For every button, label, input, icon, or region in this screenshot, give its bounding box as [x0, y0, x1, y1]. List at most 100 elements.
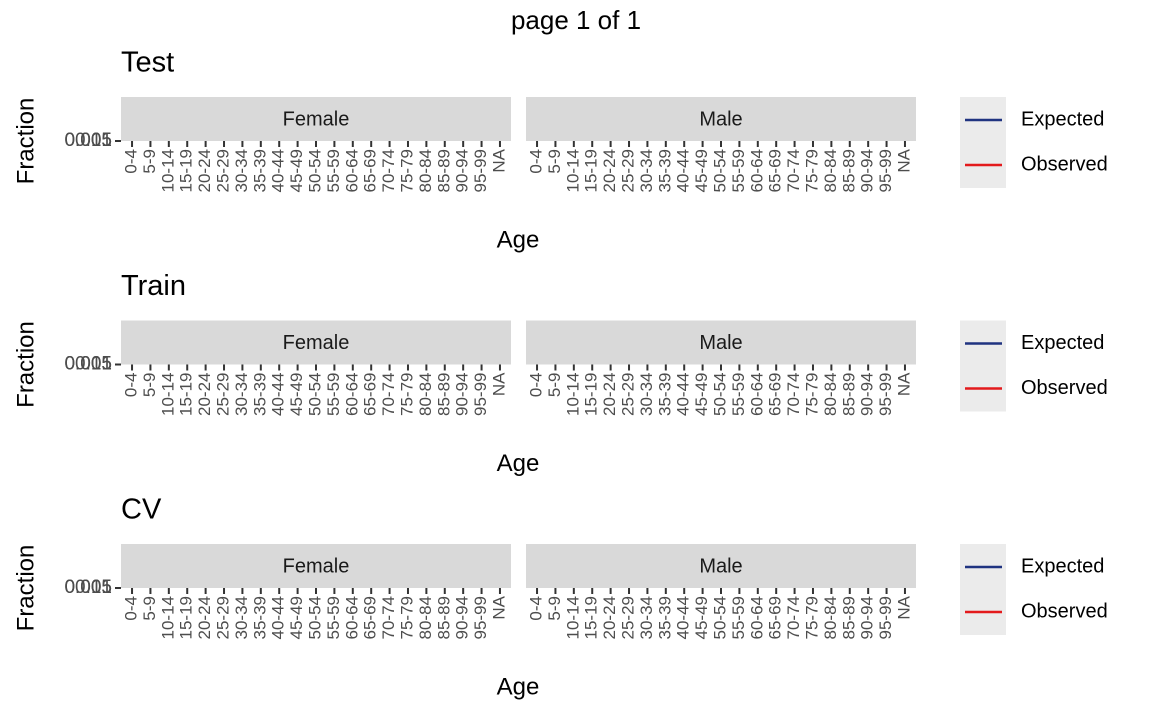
x-tick-label: 30-34	[232, 596, 251, 639]
x-tick-label: 30-34	[637, 149, 656, 192]
x-tick-label: 40-44	[674, 149, 693, 192]
x-tick-label: 70-74	[784, 596, 803, 639]
x-axis-label: Age	[497, 673, 540, 700]
x-tick-label: 60-64	[747, 149, 766, 192]
x-tick-label: 40-44	[674, 373, 693, 416]
x-tick-label: 90-94	[453, 596, 472, 639]
legend-label: Expected	[1021, 332, 1104, 354]
x-tick-label: NA	[489, 595, 508, 619]
legend-keys	[960, 97, 1006, 188]
facet-strip	[121, 544, 511, 588]
x-tick-label: 65-69	[361, 149, 380, 192]
x-tick-label: 5-9	[545, 596, 564, 621]
x-tick-label: 60-64	[747, 596, 766, 639]
x-tick-label: 75-79	[802, 596, 821, 639]
y-tick-label: 0.015	[64, 577, 112, 598]
x-tick-label: 35-39	[655, 596, 674, 639]
x-tick-label: 25-29	[619, 373, 638, 416]
x-tick-label: 45-49	[692, 149, 711, 192]
x-tick-label: 65-69	[361, 373, 380, 416]
x-tick-label: 65-69	[766, 596, 785, 639]
x-tick-label: 70-74	[379, 149, 398, 192]
chart-title: Test	[121, 47, 174, 79]
x-tick-label: 10-14	[158, 373, 177, 416]
x-tick-label: 95-99	[876, 596, 895, 639]
x-tick-label: NA	[489, 148, 508, 172]
x-tick-label: 80-84	[821, 149, 840, 192]
x-tick-label: 50-54	[305, 149, 324, 192]
x-tick-label: 25-29	[619, 596, 638, 639]
x-tick-label: 15-19	[177, 596, 196, 639]
x-tick-label: 75-79	[397, 596, 416, 639]
x-tick-label: 90-94	[858, 596, 877, 639]
x-tick-label: 15-19	[582, 596, 601, 639]
x-tick-label: 0-4	[527, 373, 546, 398]
x-tick-label: 35-39	[250, 149, 269, 192]
x-tick-label: NA	[894, 372, 913, 396]
x-tick-label: 25-29	[214, 596, 233, 639]
x-tick-label: 35-39	[655, 149, 674, 192]
x-tick-label: 70-74	[379, 596, 398, 639]
facet-strip	[526, 320, 916, 365]
y-tick-label: 0.01	[75, 577, 112, 598]
x-tick-label: 25-29	[619, 149, 638, 192]
x-tick-label: 50-54	[710, 596, 729, 639]
x-tick-label: 45-49	[692, 596, 711, 639]
y-tick-label: 0.01	[75, 130, 112, 151]
x-tick-label: 55-59	[729, 149, 748, 192]
x-tick-label: 35-39	[250, 373, 269, 416]
x-tick-label: 10-14	[563, 149, 582, 192]
x-tick-label: 35-39	[250, 596, 269, 639]
x-tick-label: 90-94	[453, 149, 472, 192]
x-tick-label: 40-44	[269, 373, 288, 416]
x-tick-label: 60-64	[342, 149, 361, 192]
x-tick-label: 10-14	[563, 373, 582, 416]
x-tick-label: 10-14	[158, 596, 177, 639]
x-tick-label: 95-99	[471, 149, 490, 192]
chart-title: CV	[121, 494, 162, 526]
x-tick-label: 95-99	[471, 373, 490, 416]
x-tick-label: 85-89	[839, 596, 858, 639]
x-tick-label: 70-74	[784, 373, 803, 416]
x-tick-label: 25-29	[214, 149, 233, 192]
x-tick-label: 65-69	[766, 149, 785, 192]
x-tick-label: NA	[894, 148, 913, 172]
x-tick-label: 45-49	[287, 149, 306, 192]
x-tick-label: NA	[489, 372, 508, 396]
x-tick-label: 60-64	[342, 596, 361, 639]
y-tick-label: 0.015	[64, 130, 112, 151]
x-tick-label: 35-39	[655, 373, 674, 416]
x-tick-label: 70-74	[784, 149, 803, 192]
x-tick-label: 70-74	[379, 373, 398, 416]
x-tick-label: 30-34	[637, 373, 656, 416]
x-tick-label: 20-24	[600, 596, 619, 639]
y-axis-label: Fraction	[12, 98, 39, 185]
x-tick-label: 85-89	[434, 149, 453, 192]
x-tick-label: 65-69	[361, 596, 380, 639]
facet-strip	[121, 97, 511, 141]
y-tick-label: 0.01	[75, 354, 112, 375]
facet-label: Female	[283, 108, 350, 130]
chart-title: Train	[121, 270, 186, 302]
x-tick-label: 80-84	[821, 596, 840, 639]
legend-label: Expected	[1021, 555, 1104, 577]
x-tick-label: 20-24	[600, 149, 619, 192]
x-tick-label: 75-79	[397, 373, 416, 416]
x-tick-label: 30-34	[232, 149, 251, 192]
x-tick-label: 5-9	[545, 373, 564, 398]
x-tick-label: 85-89	[839, 149, 858, 192]
x-tick-label: 55-59	[729, 373, 748, 416]
x-tick-label: 80-84	[416, 373, 435, 416]
facet-label: Female	[283, 555, 350, 577]
x-tick-label: 90-94	[858, 149, 877, 192]
x-tick-label: 15-19	[582, 373, 601, 416]
x-tick-label: 40-44	[674, 596, 693, 639]
x-tick-label: 15-19	[582, 149, 601, 192]
x-tick-label: 30-34	[637, 596, 656, 639]
x-tick-label: 80-84	[416, 596, 435, 639]
y-axis-label: Fraction	[12, 321, 39, 408]
x-tick-label: 25-29	[214, 373, 233, 416]
facet-label: Male	[699, 108, 742, 130]
legend-keys	[960, 544, 1006, 635]
